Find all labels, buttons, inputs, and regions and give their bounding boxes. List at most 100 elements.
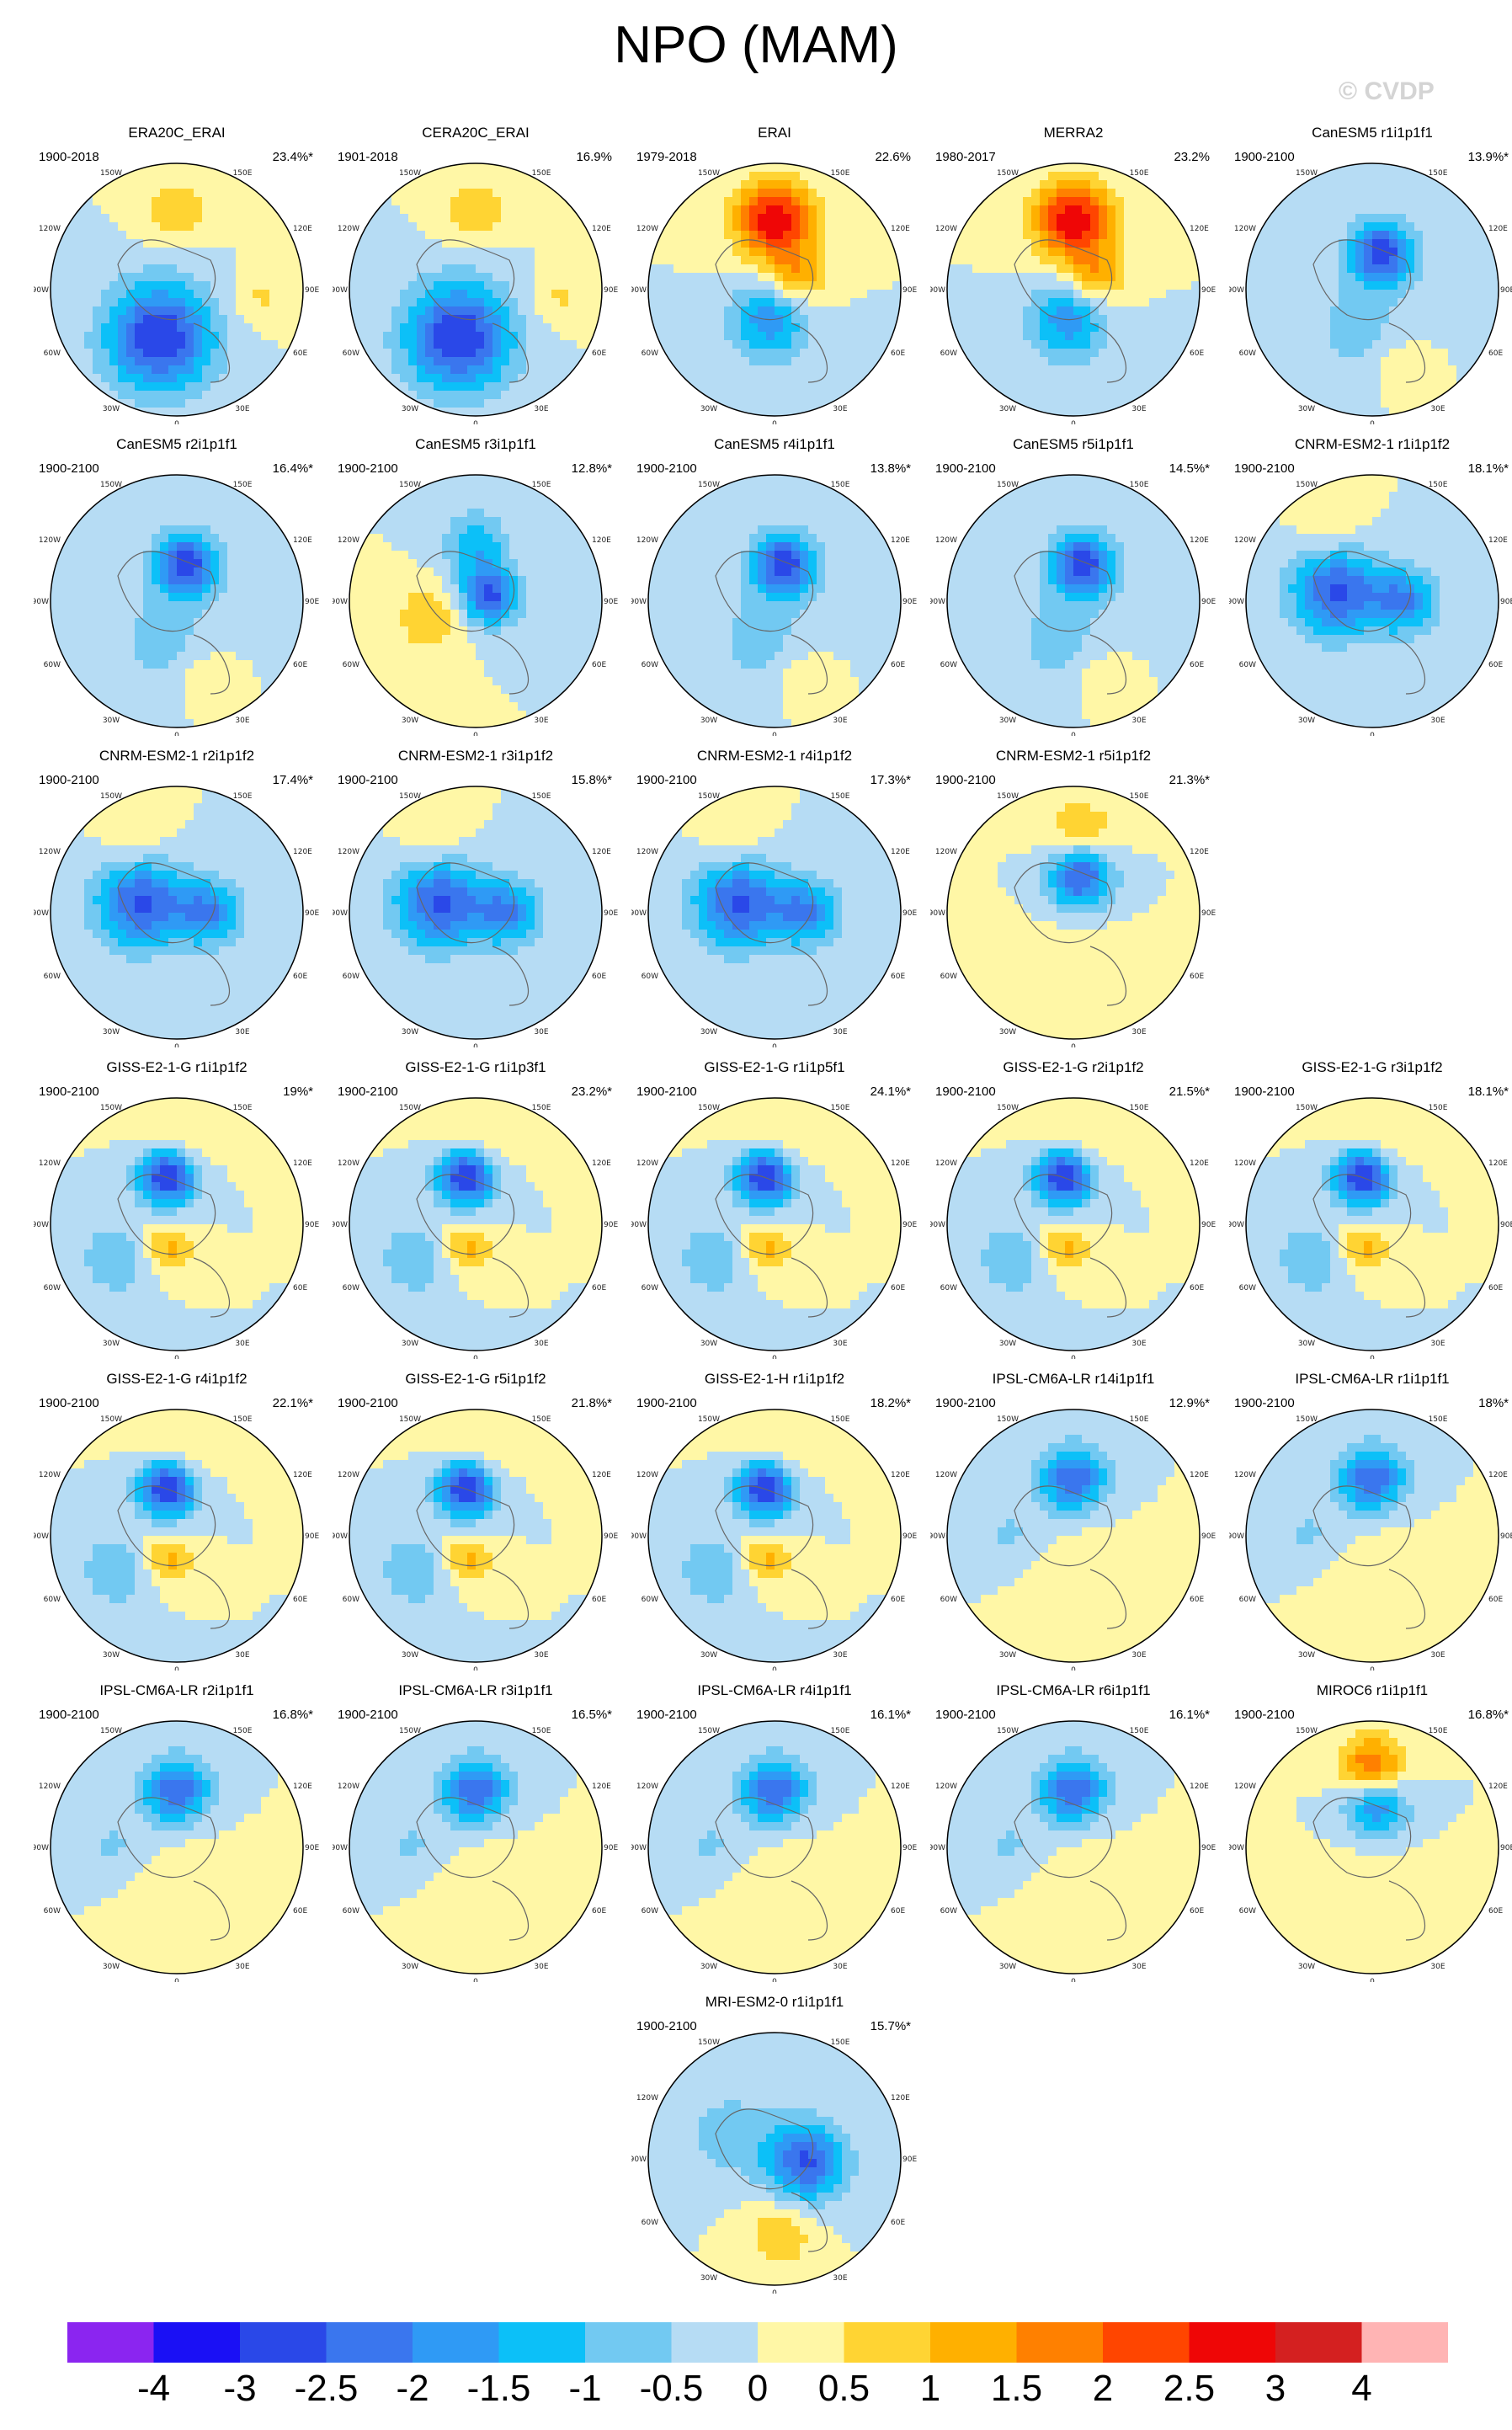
field-cell (732, 365, 742, 375)
field-cell (1040, 197, 1049, 206)
field-cell (707, 264, 716, 274)
field-cell (716, 281, 725, 290)
field-cell (269, 239, 279, 248)
field-cell (1313, 239, 1323, 248)
field-cell (93, 576, 102, 585)
field-cell (76, 357, 85, 366)
field-cell (135, 626, 144, 636)
field-cell (594, 568, 602, 577)
field-cell (194, 349, 203, 358)
field-cell (118, 340, 127, 349)
field-cell (543, 340, 552, 349)
field-cell (391, 239, 401, 248)
field-cell (1347, 399, 1356, 408)
field-cell (375, 576, 384, 585)
field-cell (442, 576, 451, 585)
field-cell (261, 382, 270, 392)
field-cell (1132, 315, 1142, 324)
field-cell (724, 239, 733, 248)
field-cell (244, 248, 253, 257)
field-cell (93, 677, 102, 686)
field-cell (59, 610, 68, 619)
field-cell (817, 239, 826, 248)
field-cell (1330, 382, 1339, 392)
field-cell (998, 332, 1007, 341)
field-cell (1322, 205, 1331, 215)
field-cell (1099, 357, 1108, 366)
field-cell (492, 365, 502, 375)
field-cell (1006, 248, 1015, 257)
field-cell (434, 534, 443, 543)
field-cell (93, 509, 102, 518)
field-cell (459, 281, 468, 290)
field-cell (699, 332, 708, 341)
field-cell (1057, 399, 1066, 408)
field-cell (210, 677, 220, 686)
field-cell (682, 239, 691, 248)
field-cell (269, 559, 279, 568)
field-cell (1107, 340, 1116, 349)
field-cell (509, 576, 519, 585)
field-cell (391, 525, 401, 535)
field-cell (1305, 290, 1314, 299)
field-cell (1322, 222, 1331, 232)
field-cell (501, 349, 510, 358)
field-cell (577, 231, 586, 240)
field-cell (93, 349, 102, 358)
field-cell (210, 315, 220, 324)
field-cell (1014, 382, 1024, 392)
field-cell (185, 534, 194, 543)
field-cell (261, 357, 270, 366)
field-cell (1031, 323, 1041, 333)
field-cell (981, 264, 990, 274)
field-cell (1440, 222, 1449, 232)
field-cell (551, 306, 561, 316)
field-cell (758, 256, 767, 265)
field-cell (1414, 399, 1424, 408)
field-cell (219, 264, 228, 274)
field-cell (1431, 197, 1440, 206)
field-cell (1473, 231, 1483, 240)
field-cell (1254, 256, 1264, 265)
field-cell (724, 391, 733, 400)
field-cell (867, 231, 876, 240)
field-cell (1473, 349, 1483, 358)
field-cell (109, 677, 119, 686)
field-cell (476, 357, 485, 366)
field-cell (1254, 298, 1264, 307)
field-cell (236, 357, 245, 366)
field-cell (168, 391, 178, 400)
field-cell (1082, 382, 1091, 392)
field-cell (577, 332, 586, 341)
field-cell (152, 711, 161, 720)
field-cell (648, 290, 658, 299)
field-cell (286, 618, 295, 627)
field-cell (1330, 281, 1339, 290)
field-cell (219, 239, 228, 248)
longitude-label: 60W (940, 349, 957, 358)
field-cell (657, 298, 666, 307)
field-cell (1023, 248, 1032, 257)
field-cell (459, 306, 468, 316)
field-cell (84, 584, 93, 594)
field-cell (425, 584, 434, 594)
field-cell (526, 551, 535, 560)
field-cell (1465, 349, 1474, 358)
field-cell (194, 222, 203, 232)
field-cell (1158, 357, 1167, 366)
field-cell (791, 382, 801, 392)
field-cell (118, 281, 127, 290)
field-cell (1389, 264, 1398, 274)
field-cell (126, 239, 136, 248)
field-cell (1023, 231, 1032, 240)
field-cell (278, 306, 287, 316)
field-cell (1330, 399, 1339, 408)
field-cell (707, 239, 716, 248)
field-cell (1482, 298, 1491, 307)
field-cell (227, 214, 237, 223)
field-cell (194, 660, 203, 669)
field-cell (1174, 306, 1184, 316)
field-cell (1305, 298, 1314, 307)
field-cell (1115, 365, 1125, 375)
field-cell (1364, 197, 1373, 206)
